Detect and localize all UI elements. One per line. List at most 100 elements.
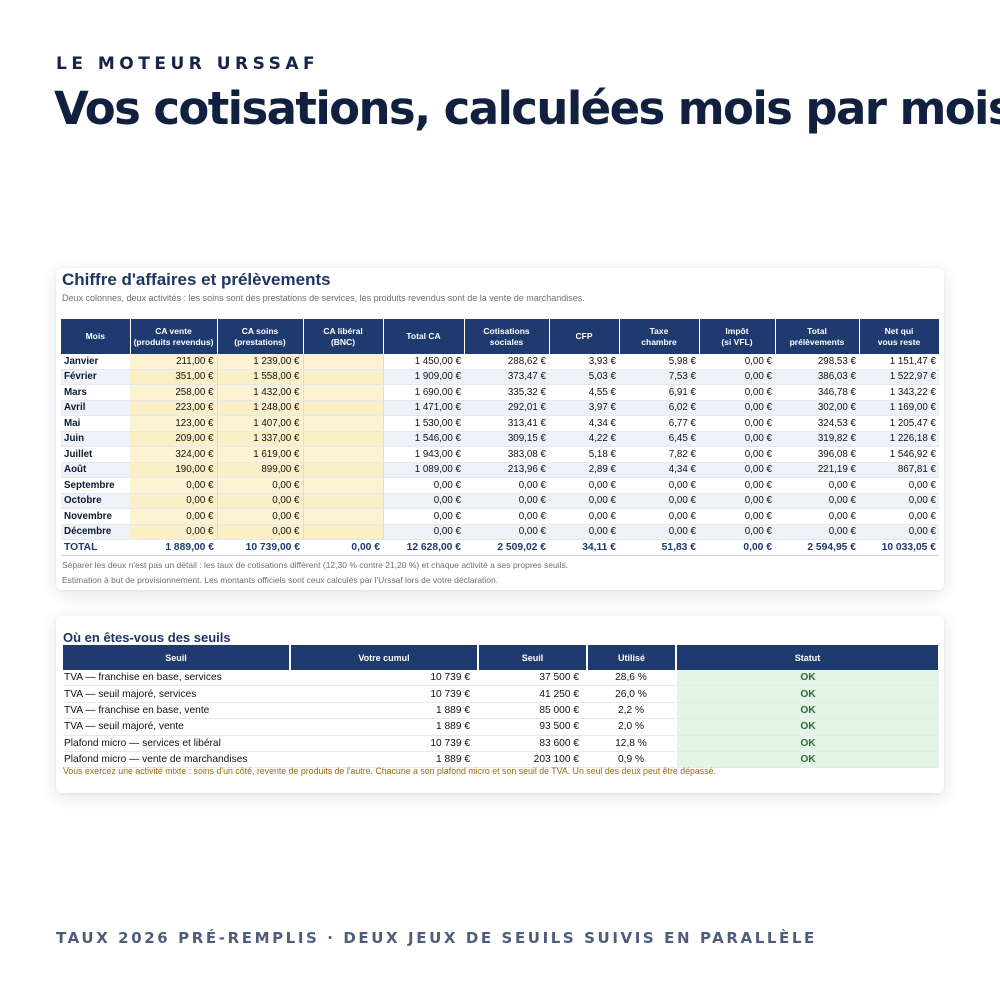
revenue-input-cell[interactable]	[303, 446, 384, 463]
revenue-input-cell[interactable]: 0,00 €	[130, 524, 218, 540]
table-row: Novembre 0,00 €0,00 €0,00 €0,00 €0,00 €0,…	[61, 508, 939, 525]
computed-cell: 1 909,00 €	[383, 369, 464, 385]
revenue-input-cell[interactable]: 0,00 €	[130, 493, 218, 509]
thresholds-card: Où en êtes-vous des seuils Seuil Votre cu…	[56, 616, 944, 793]
column-header: Statut	[676, 645, 940, 670]
revenue-input-cell[interactable]: 1 407,00 €	[217, 415, 304, 432]
revenue-input-cell[interactable]	[303, 493, 384, 509]
revenue-input-cell[interactable]: 1 239,00 €	[217, 354, 304, 370]
status-badge: OK	[675, 670, 939, 687]
threshold-label: TVA — franchise en base, vente	[63, 702, 290, 720]
revenue-input-cell[interactable]: 223,00 €	[130, 400, 218, 416]
total-row: TOTAL 1 889,00 €10 739,00 €0,00 €12 628,0…	[61, 539, 939, 556]
revenue-input-cell[interactable]: 123,00 €	[130, 415, 218, 432]
table-row: Mars 258,00 €1 432,00 € 1 690,00 €335,32 €…	[61, 384, 939, 401]
revenue-input-cell[interactable]: 351,00 €	[130, 369, 218, 385]
revenue-input-cell[interactable]: 0,00 €	[130, 477, 218, 494]
column-header: CA vente (produits revendus)	[130, 319, 218, 354]
threshold-cell: 203 100 €	[478, 751, 587, 769]
revenue-input-cell[interactable]: 0,00 €	[217, 508, 304, 525]
computed-cell: 0,00 €	[549, 508, 619, 525]
revenue-input-cell[interactable]: 1 558,00 €	[217, 369, 304, 385]
computed-cell: 5,98 €	[619, 354, 699, 370]
revenue-input-cell[interactable]	[303, 369, 384, 385]
revenue-input-cell[interactable]	[303, 400, 384, 416]
table-row: TVA — franchise en base, services 10 739 …	[63, 670, 939, 687]
computed-cell: 0,00 €	[549, 477, 619, 494]
column-header: Taxe chambre	[619, 319, 700, 354]
computed-cell: 0,00 €	[383, 477, 464, 494]
revenue-card: Chiffre d'affaires et prélèvements Deux …	[56, 268, 944, 590]
revenue-input-cell[interactable]	[303, 477, 384, 494]
revenue-input-cell[interactable]	[303, 508, 384, 525]
revenue-input-cell[interactable]: 899,00 €	[217, 462, 304, 478]
computed-cell: 1 151,47 €	[859, 354, 939, 370]
revenue-input-cell[interactable]: 258,00 €	[130, 384, 218, 401]
revenue-card-subtitle: Deux colonnes, deux activités : les soin…	[62, 293, 585, 303]
page-title: Vos cotisations, calculées mois par mois	[54, 82, 1000, 135]
revenue-input-cell[interactable]	[303, 415, 384, 432]
revenue-input-cell[interactable]: 0,00 €	[130, 508, 218, 525]
revenue-input-cell[interactable]: 0,00 €	[217, 493, 304, 509]
revenue-input-cell[interactable]: 1 432,00 €	[217, 384, 304, 401]
month-cell: Juillet	[61, 446, 130, 463]
revenue-input-cell[interactable]	[303, 462, 384, 478]
revenue-input-cell[interactable]	[303, 431, 384, 447]
status-badge: OK	[675, 751, 939, 769]
revenue-input-cell[interactable]: 1 248,00 €	[217, 400, 304, 416]
threshold-cell: 83 600 €	[478, 735, 587, 752]
revenue-input-cell[interactable]: 0,00 €	[217, 477, 304, 494]
month-cell: Janvier	[61, 354, 130, 370]
computed-cell: 0,00 €	[549, 493, 619, 509]
cumulative-cell: 1 889 €	[290, 718, 478, 736]
computed-cell: 1 169,00 €	[859, 400, 939, 416]
computed-cell: 0,00 €	[699, 508, 775, 525]
computed-cell: 0,00 €	[859, 524, 939, 540]
table-row: TVA — seuil majoré, vente 1 889 €93 500 €…	[63, 718, 939, 736]
revenue-input-cell[interactable]	[303, 524, 384, 540]
computed-cell: 0,00 €	[619, 508, 699, 525]
computed-cell: 1 471,00 €	[383, 400, 464, 416]
computed-cell: 0,00 €	[619, 524, 699, 540]
computed-cell: 1 690,00 €	[383, 384, 464, 401]
revenue-input-cell[interactable]: 1 337,00 €	[217, 431, 304, 447]
revenue-input-cell[interactable]: 0,00 €	[217, 524, 304, 540]
computed-cell: 0,00 €	[464, 493, 549, 509]
total-cell: 1 889,00 €	[130, 539, 217, 556]
threshold-label: Plafond micro — services et libéral	[63, 735, 290, 752]
computed-cell: 1 205,47 €	[859, 415, 939, 432]
revenue-input-cell[interactable]: 1 619,00 €	[217, 446, 304, 463]
table-row: Plafond micro — services et libéral 10 73…	[63, 735, 939, 752]
eyebrow-label: LE MOTEUR URSSAF	[56, 54, 320, 74]
status-badge: OK	[675, 718, 939, 736]
total-cell: 10 033,05 €	[859, 539, 939, 556]
computed-cell: 6,02 €	[619, 400, 699, 416]
table-row: TVA — franchise en base, vente 1 889 €85 …	[63, 702, 939, 720]
revenue-input-cell[interactable]: 211,00 €	[130, 354, 218, 370]
revenue-input-cell[interactable]	[303, 354, 384, 370]
computed-cell: 0,00 €	[383, 524, 464, 540]
computed-cell: 0,00 €	[775, 493, 859, 509]
column-header: Net qui vous reste	[859, 319, 940, 354]
revenue-input-cell[interactable]: 190,00 €	[130, 462, 218, 478]
revenue-input-cell[interactable]: 324,00 €	[130, 446, 218, 463]
computed-cell: 288,62 €	[464, 354, 549, 370]
computed-cell: 346,78 €	[775, 384, 859, 401]
computed-cell: 0,00 €	[775, 477, 859, 494]
computed-cell: 0,00 €	[699, 493, 775, 509]
computed-cell: 319,82 €	[775, 431, 859, 447]
revenue-input-cell[interactable]: 209,00 €	[130, 431, 218, 447]
computed-cell: 0,00 €	[699, 369, 775, 385]
revenue-input-cell[interactable]	[303, 384, 384, 401]
total-cell: 12 628,00 €	[383, 539, 464, 556]
computed-cell: 1 226,18 €	[859, 431, 939, 447]
total-cell: 0,00 €	[303, 539, 383, 556]
month-cell: Septembre	[61, 477, 130, 494]
computed-cell: 5,03 €	[549, 369, 619, 385]
threshold-label: Plafond micro — vente de marchandises	[63, 751, 290, 769]
usage-cell: 28,6 %	[587, 670, 676, 687]
table-row: TVA — seuil majoré, services 10 739 €41 2…	[63, 685, 939, 703]
computed-cell: 7,82 €	[619, 446, 699, 463]
computed-cell: 0,00 €	[464, 524, 549, 540]
threshold-cell: 41 250 €	[478, 685, 587, 703]
